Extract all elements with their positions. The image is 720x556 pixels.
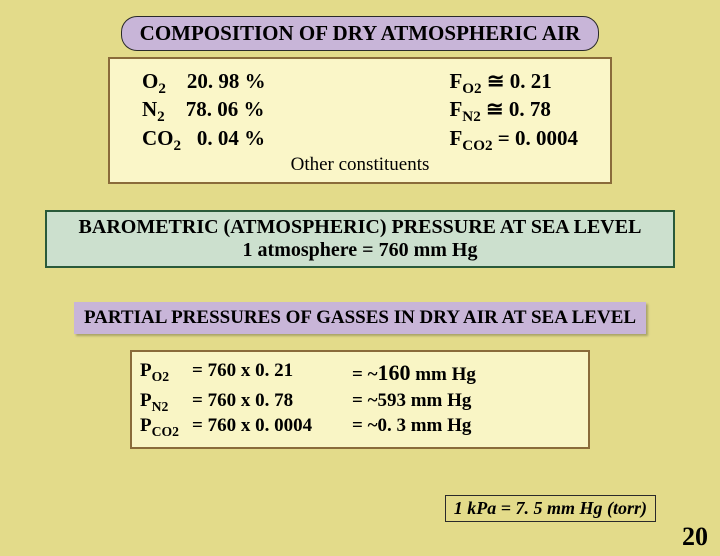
fn2-row: FN2 ≅ 0. 78 — [449, 95, 578, 123]
fo2-val: ≅ 0. 21 — [487, 69, 552, 93]
po2-label: PO2 — [140, 358, 192, 388]
o2-pct: 20. 98 % — [187, 69, 266, 93]
pco2-row: PCO2 = 760 x 0. 0004 = ~0. 3 mm Hg — [140, 413, 580, 439]
composition-columns: O2 20. 98 % N2 78. 06 % CO2 0. 04 % FO2 … — [116, 67, 604, 152]
barometric-value: 1 atmosphere = 760 mm Hg — [57, 239, 663, 262]
po2-result: = ~160 mm Hg — [352, 358, 476, 388]
composition-left: O2 20. 98 % N2 78. 06 % CO2 0. 04 % — [142, 67, 266, 152]
pco2-label: PCO2 — [140, 413, 192, 439]
pco2-expr: = 760 x 0. 0004 — [192, 413, 352, 439]
pn2-expr: = 760 x 0. 78 — [192, 388, 352, 414]
n2-symbol: N — [142, 97, 157, 121]
fco2-row: FCO2 = 0. 0004 — [449, 124, 578, 152]
pn2-label: PN2 — [140, 388, 192, 414]
other-constituents: Other constituents — [116, 154, 604, 176]
po2-r-post: mm Hg — [410, 364, 475, 385]
kpa-note: 1 kPa = 7. 5 mm Hg (torr) — [445, 495, 656, 522]
title-pill: COMPOSITION OF DRY ATMOSPHERIC AIR — [121, 16, 600, 51]
o2-percent-row: O2 20. 98 % — [142, 67, 266, 95]
partial-pressure-header-wrap: PARTIAL PRESSURES OF GASSES IN DRY AIR A… — [26, 302, 694, 334]
co2-percent-row: CO2 0. 04 % — [142, 124, 266, 152]
po2-row: PO2 = 760 x 0. 21 = ~160 mm Hg — [140, 358, 580, 388]
pco2-result: = ~0. 3 mm Hg — [352, 413, 471, 439]
o2-symbol: O — [142, 69, 158, 93]
po2-r-big: 160 — [377, 360, 410, 385]
fn2-val: ≅ 0. 78 — [486, 97, 551, 121]
slide-number: 20 — [682, 522, 708, 552]
n2-percent-row: N2 78. 06 % — [142, 95, 266, 123]
fco2-val: = 0. 0004 — [498, 126, 578, 150]
po2-r-pre: = ~ — [352, 364, 377, 385]
composition-right: FO2 ≅ 0. 21 FN2 ≅ 0. 78 FCO2 = 0. 0004 — [449, 67, 578, 152]
co2-pct: 0. 04 % — [197, 126, 265, 150]
barometric-title: BAROMETRIC (ATMOSPHERIC) PRESSURE AT SEA… — [57, 216, 663, 239]
barometric-box: BAROMETRIC (ATMOSPHERIC) PRESSURE AT SEA… — [45, 210, 675, 268]
calc-box: PO2 = 760 x 0. 21 = ~160 mm Hg PN2 = 760… — [130, 350, 590, 449]
po2-expr: = 760 x 0. 21 — [192, 358, 352, 388]
n2-pct: 78. 06 % — [186, 97, 265, 121]
pn2-result: = ~593 mm Hg — [352, 388, 471, 414]
title-text: COMPOSITION OF DRY ATMOSPHERIC AIR — [140, 21, 581, 45]
composition-box: O2 20. 98 % N2 78. 06 % CO2 0. 04 % FO2 … — [108, 57, 612, 184]
pn2-row: PN2 = 760 x 0. 78 = ~593 mm Hg — [140, 388, 580, 414]
co2-symbol: CO — [142, 126, 174, 150]
partial-pressure-header: PARTIAL PRESSURES OF GASSES IN DRY AIR A… — [74, 302, 646, 334]
fo2-row: FO2 ≅ 0. 21 — [449, 67, 578, 95]
